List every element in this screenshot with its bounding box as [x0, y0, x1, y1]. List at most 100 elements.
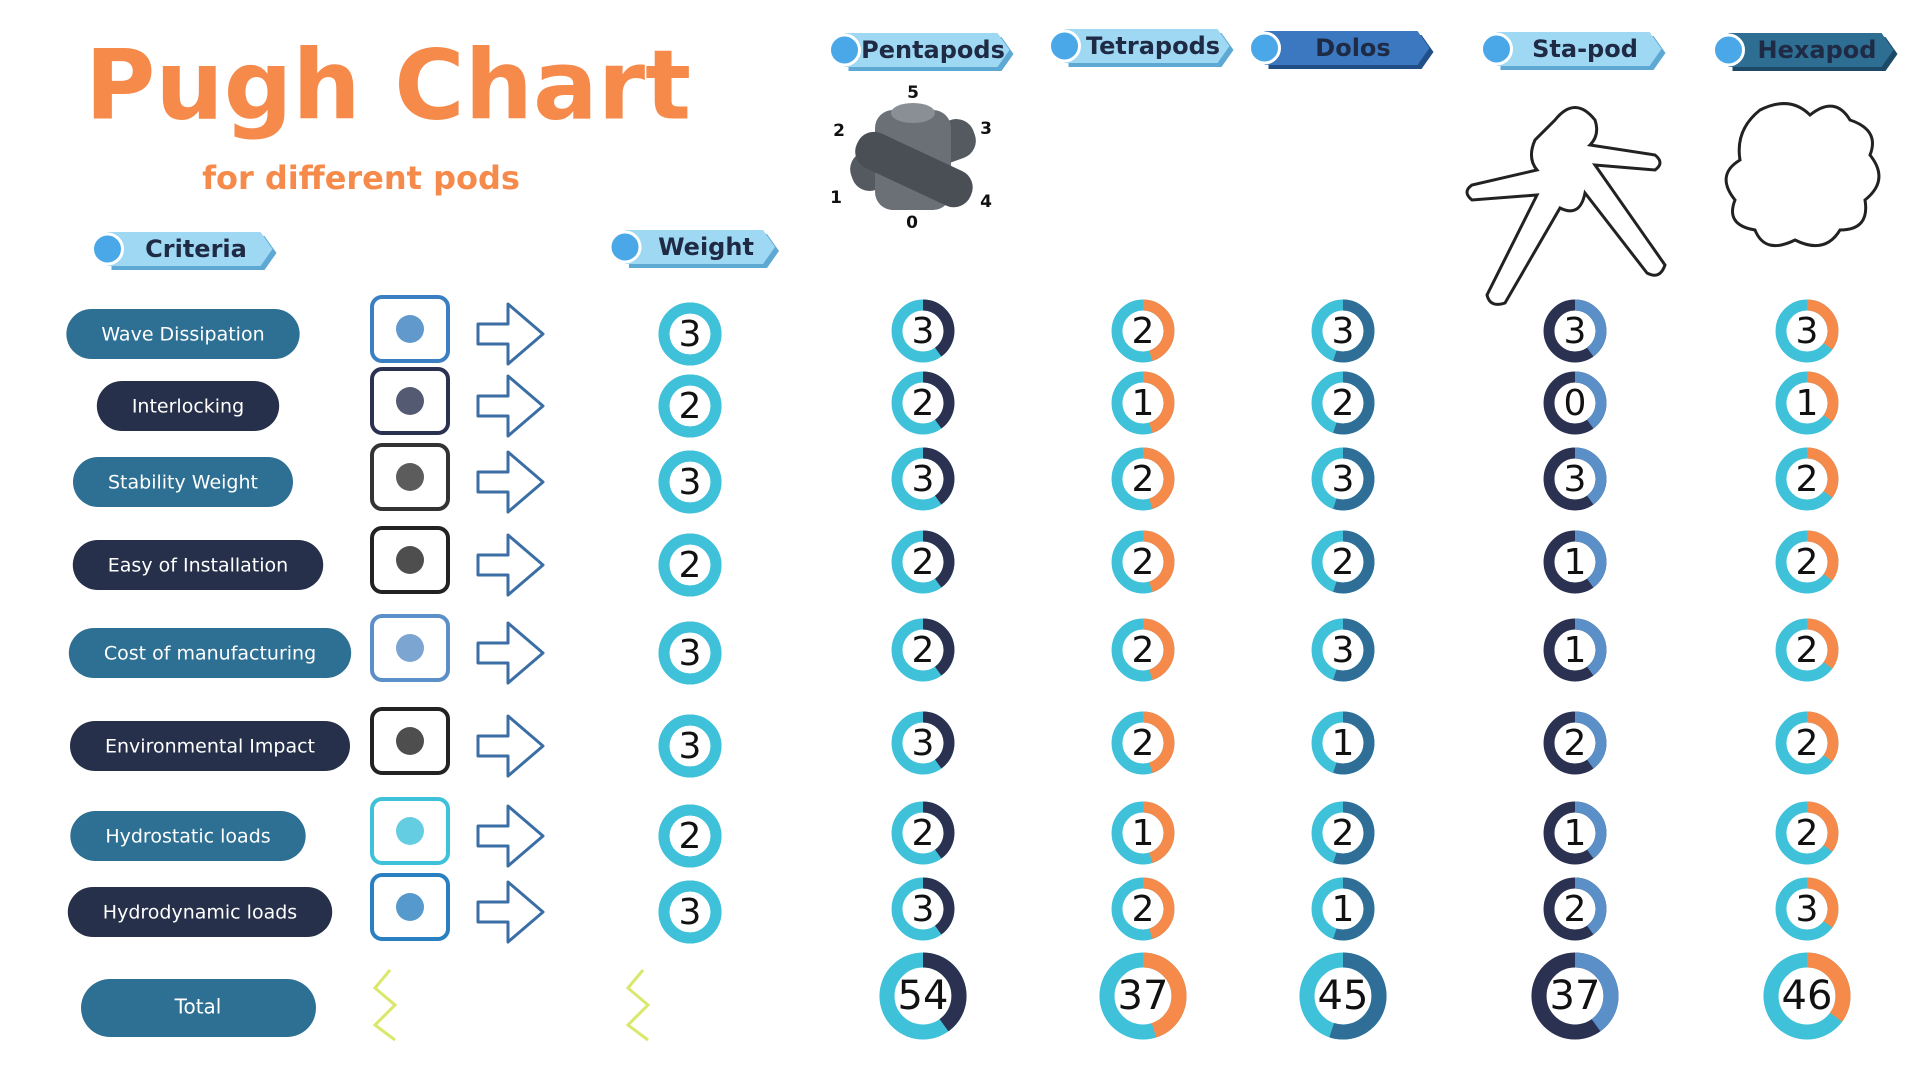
ring-inner: [1124, 724, 1162, 762]
ring-inner: [904, 890, 942, 928]
score: 46: [1782, 973, 1833, 1019]
ring-inner: [1124, 384, 1162, 422]
score: 2: [1796, 459, 1819, 500]
banner: [107, 232, 273, 266]
ring-inner: [671, 634, 709, 672]
banner: [1264, 31, 1430, 65]
icon-shape: [370, 443, 450, 511]
ring-accent: [1111, 711, 1175, 775]
arrow: [476, 804, 545, 868]
score: 2: [1796, 723, 1819, 764]
score: 3: [679, 462, 702, 503]
ring-accent: [891, 711, 955, 775]
zigzag: [372, 969, 398, 1042]
arrow: [476, 621, 545, 685]
score: 3: [1564, 459, 1587, 500]
score: 3: [679, 726, 702, 767]
ring-inner: [671, 893, 709, 931]
ring-accent: [1775, 801, 1839, 865]
ring-inner: [1324, 384, 1362, 422]
ring-accent: [1543, 618, 1607, 682]
score: 3: [679, 633, 702, 674]
ring-inner: [904, 312, 942, 350]
icon-shape: [396, 387, 424, 415]
ring-inner: [1781, 970, 1833, 1022]
ring-inner: [904, 724, 942, 762]
score: 1: [1132, 383, 1155, 424]
ring-accent: [891, 801, 955, 865]
banner-dot: [1712, 33, 1745, 67]
arrow: [476, 450, 545, 514]
ring-inner: [1124, 543, 1162, 581]
ring-accent: [1543, 447, 1607, 511]
figure-label: 4: [980, 192, 992, 212]
banner-dot: [608, 230, 642, 264]
figure-label: 0: [906, 213, 918, 233]
icon-shape: [396, 817, 424, 845]
score: 3: [912, 723, 935, 764]
criterion-icon: [370, 526, 450, 594]
ring-accent: [1311, 447, 1375, 511]
banner: [1496, 32, 1662, 66]
ring-inner: [1124, 890, 1162, 928]
score: 2: [1132, 459, 1155, 500]
score: 3: [679, 892, 702, 933]
ring-inner: [897, 970, 949, 1022]
ring-inner: [1117, 970, 1169, 1022]
ring-accent: [891, 371, 955, 435]
ring-inner: [1324, 543, 1362, 581]
ring-inner: [1324, 890, 1362, 928]
score: 2: [912, 630, 935, 671]
ring-accent: [891, 299, 955, 363]
ring-accent: [1111, 618, 1175, 682]
ring-inner: [671, 546, 709, 584]
banner-label: Tetrapods: [1086, 32, 1220, 60]
score: 1: [1332, 889, 1355, 930]
icon-shape: [396, 893, 424, 921]
ring-inner: [1788, 814, 1826, 852]
banner: [625, 230, 775, 264]
banner-dot: [1480, 32, 1513, 66]
ring-inner: [904, 543, 942, 581]
ring-accent: [1311, 530, 1375, 594]
banner-dot: [828, 33, 861, 67]
ring-inner: [904, 814, 942, 852]
sta-pod-figure: [1465, 106, 1667, 306]
figure-label: 5: [907, 83, 919, 103]
criterion-icon: [370, 295, 450, 363]
ring-inner: [671, 817, 709, 855]
score: 45: [1318, 973, 1369, 1019]
ring-inner: [671, 727, 709, 765]
ring-accent: [1111, 530, 1175, 594]
ring-accent: [658, 621, 722, 685]
arrow: [476, 374, 545, 438]
ring-inner: [1324, 631, 1362, 669]
score: 1: [1332, 723, 1355, 764]
ring-accent: [658, 880, 722, 944]
ring-inner: [1124, 460, 1162, 498]
total-label: Total: [174, 995, 222, 1019]
ring-accent: [1775, 447, 1839, 511]
ring-inner: [1124, 814, 1162, 852]
score: 1: [1564, 813, 1587, 854]
ring-accent: [1775, 371, 1839, 435]
score: 3: [1796, 311, 1819, 352]
ring-accent: [1543, 371, 1607, 435]
pentapod-top: [891, 103, 935, 123]
ring-accent: [1311, 299, 1375, 363]
pentapod-figure: [850, 103, 976, 210]
banner-label: Criteria: [145, 235, 247, 263]
icon-shape: [396, 463, 424, 491]
ring-accent: [1311, 618, 1375, 682]
criterion: Hydrostatic loads: [105, 826, 270, 848]
banner-label: Dolos: [1315, 34, 1390, 62]
criterion-icon: [370, 367, 450, 435]
total-pill: [81, 979, 316, 1037]
ring-inner: [904, 384, 942, 422]
banner-dot: [1048, 29, 1081, 63]
icon-shape: [370, 614, 450, 682]
figure-label: 3: [980, 119, 992, 139]
criterion-icon: [370, 707, 450, 775]
score: 3: [1332, 630, 1355, 671]
